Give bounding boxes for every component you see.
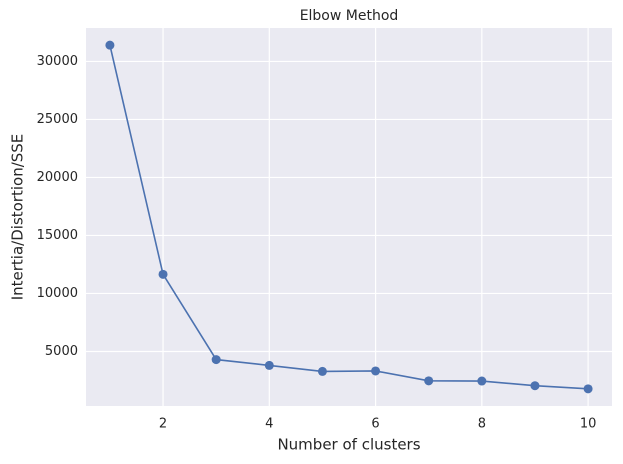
marker (477, 376, 487, 386)
y-tick-label: 30000 (37, 54, 78, 69)
y-axis-label: Intertia/Distortion/SSE (9, 134, 27, 301)
x-axis-label: Number of clusters (277, 436, 420, 454)
marker (105, 40, 115, 50)
marker (583, 384, 593, 394)
chart-title: Elbow Method (300, 8, 399, 24)
marker (371, 366, 381, 376)
plot-area (86, 28, 612, 406)
y-tick-label: 25000 (37, 112, 78, 127)
x-tick-label: 6 (371, 417, 379, 432)
x-tick-label: 4 (265, 417, 273, 432)
marker (317, 366, 327, 376)
x-tick-label: 8 (478, 417, 486, 432)
marker (530, 381, 540, 391)
line (109, 44, 589, 390)
x-tick-label: 2 (159, 417, 167, 432)
marker (158, 269, 168, 279)
marker (424, 376, 434, 386)
y-tick-label: 10000 (37, 286, 78, 301)
marker (211, 355, 221, 365)
y-tick-label: 5000 (45, 344, 78, 359)
y-tick-label: 20000 (37, 170, 78, 185)
marker (264, 360, 274, 370)
y-tick-label: 15000 (37, 228, 78, 243)
x-tick-label: 10 (580, 417, 597, 432)
